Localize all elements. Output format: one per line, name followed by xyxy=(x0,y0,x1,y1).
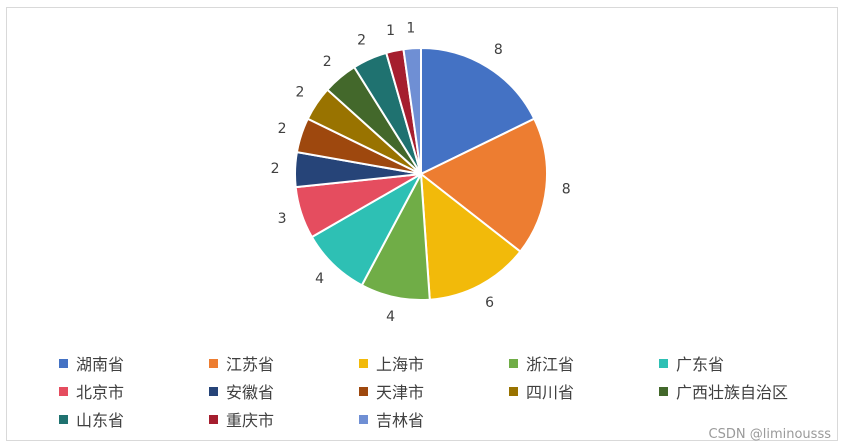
legend-item-12: 重庆市 xyxy=(209,408,359,430)
legend-swatch xyxy=(509,386,518,396)
legend-swatch xyxy=(59,358,68,368)
legend-swatch xyxy=(59,414,68,424)
legend-item-5: 广东省 xyxy=(659,352,809,374)
data-label-2: 8 xyxy=(562,181,571,197)
legend-item-7: 安徽省 xyxy=(209,380,359,402)
data-label-1: 8 xyxy=(494,42,503,58)
data-label-7: 2 xyxy=(271,161,280,177)
pie-slice-1 xyxy=(420,46,536,176)
legend-swatch xyxy=(509,358,518,368)
legend-item-10: 广西壮族自治区 xyxy=(659,380,809,402)
legend-label: 北京市 xyxy=(76,383,125,402)
pie-slice-2 xyxy=(419,117,548,253)
data-label-13: 1 xyxy=(406,20,415,36)
legend-label: 重庆市 xyxy=(226,411,275,430)
legend-swatch xyxy=(359,414,368,424)
legend-item-3: 上海市 xyxy=(359,352,509,374)
pie-chart: 8 8 6 4 4 3 2 2 2 2 2 1 1 xyxy=(271,20,571,325)
legend-label: 天津市 xyxy=(376,383,425,402)
data-label-11: 2 xyxy=(357,33,366,49)
legend-item-6: 北京市 xyxy=(59,380,209,402)
legend-swatch xyxy=(659,358,668,368)
data-label-6: 3 xyxy=(278,211,287,227)
data-label-12: 1 xyxy=(386,23,395,39)
legend-swatch xyxy=(659,386,668,396)
data-label-5: 4 xyxy=(315,271,324,287)
legend-swatch xyxy=(209,386,218,396)
pie-slice-13 xyxy=(402,46,422,175)
legend-swatch xyxy=(359,358,368,368)
data-label-3: 6 xyxy=(485,295,494,311)
legend-item-2: 江苏省 xyxy=(209,352,359,374)
data-label-4: 4 xyxy=(386,309,395,325)
legend-item-8: 天津市 xyxy=(359,380,509,402)
legend-swatch xyxy=(209,358,218,368)
legend-item-1: 湖南省 xyxy=(59,352,209,374)
data-label-9: 2 xyxy=(295,84,304,100)
legend-item-4: 浙江省 xyxy=(509,352,659,374)
legend-label: 广东省 xyxy=(676,355,725,374)
legend-label: 江苏省 xyxy=(226,355,275,374)
watermark: CSDN @liminousss xyxy=(708,427,831,442)
data-label-10: 2 xyxy=(323,54,332,70)
legend-label: 吉林省 xyxy=(376,411,425,430)
legend-label: 广西壮族自治区 xyxy=(676,383,789,402)
data-label-8: 2 xyxy=(278,121,287,137)
legend-item-13: 吉林省 xyxy=(359,408,509,430)
legend-label: 四川省 xyxy=(526,383,575,402)
legend-label: 浙江省 xyxy=(526,355,575,374)
legend-swatch xyxy=(359,386,368,396)
legend-swatch xyxy=(59,386,68,396)
legend-item-9: 四川省 xyxy=(509,380,659,402)
legend-item-11: 山东省 xyxy=(59,408,209,430)
legend-label: 安徽省 xyxy=(226,383,275,402)
legend-swatch xyxy=(209,414,218,424)
legend: 湖南省 江苏省 上海市 浙江省 广东省北京市 安徽省 天津市 四川省 广西壮族自治区山东省 重庆市… xyxy=(59,352,839,430)
legend-label: 山东省 xyxy=(76,411,125,430)
legend-label: 湖南省 xyxy=(76,355,125,374)
legend-label: 上海市 xyxy=(376,355,425,374)
pie-slice-3 xyxy=(419,171,522,301)
